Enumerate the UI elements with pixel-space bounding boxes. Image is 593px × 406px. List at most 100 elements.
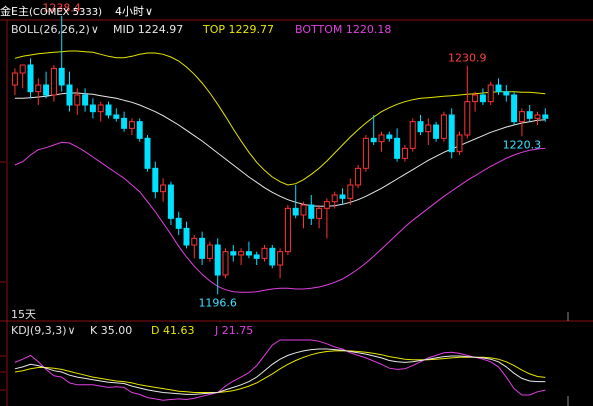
candle xyxy=(183,221,190,249)
candle-body xyxy=(401,147,408,159)
candle-body xyxy=(214,244,221,276)
candle xyxy=(82,88,89,112)
candle xyxy=(58,15,65,92)
candle xyxy=(152,161,159,199)
boll-bottom-value: BOTTOM 1220.18 xyxy=(295,23,392,36)
candle-body xyxy=(300,204,307,216)
candle xyxy=(284,205,291,255)
candle xyxy=(300,201,307,229)
high-price-label: 1230.9 xyxy=(448,52,487,65)
candle-body xyxy=(253,254,260,259)
candle xyxy=(479,88,486,105)
candle xyxy=(144,135,151,172)
boll-top-value: TOP 1229.77 xyxy=(203,23,274,36)
candle xyxy=(448,108,455,159)
candle xyxy=(245,241,252,259)
candle xyxy=(370,115,377,145)
candle xyxy=(323,198,330,239)
candle-body xyxy=(433,124,440,139)
candle-body xyxy=(308,204,315,219)
chevron-down-icon: ∨ xyxy=(145,5,154,18)
candle xyxy=(206,241,213,262)
chevron-down-icon: ∨ xyxy=(90,23,99,36)
candle xyxy=(230,245,237,262)
candle xyxy=(222,248,229,279)
candle xyxy=(128,118,135,135)
candle-body xyxy=(495,84,502,93)
candle-body xyxy=(89,104,96,113)
candle-body xyxy=(167,184,174,219)
candlestick-series xyxy=(11,15,549,295)
candle xyxy=(214,238,221,295)
candle-body xyxy=(261,247,268,259)
candle xyxy=(495,78,502,95)
candle xyxy=(518,108,525,137)
candle xyxy=(113,108,120,122)
candle xyxy=(191,235,198,259)
candle xyxy=(401,145,408,162)
candle-body xyxy=(152,167,159,193)
high-price-label: 1238.4 xyxy=(42,2,81,15)
candle-body xyxy=(277,251,284,266)
candle-body xyxy=(105,104,112,116)
candle xyxy=(526,105,533,122)
candle xyxy=(394,128,401,162)
candle-body xyxy=(160,184,167,193)
candle xyxy=(105,101,112,119)
chart-frame xyxy=(0,19,593,406)
candle xyxy=(292,185,299,219)
candle-body xyxy=(245,251,252,256)
candle-body xyxy=(292,207,299,216)
low-price-label: 1196.6 xyxy=(198,296,237,309)
candle xyxy=(347,178,354,205)
candle-body xyxy=(464,101,471,136)
candle-body xyxy=(394,137,401,159)
timeframe-selector[interactable]: 4小时∨ xyxy=(115,3,153,19)
kdj-d-value: D 41.63 xyxy=(151,324,195,337)
candle xyxy=(417,115,424,135)
candle xyxy=(199,231,206,265)
period-label: 15天 xyxy=(11,308,36,321)
candle xyxy=(277,248,284,279)
candle-body xyxy=(128,121,135,129)
boll-indicator-selector[interactable]: BOLL(26,26,2)∨ xyxy=(11,23,99,36)
candle-body xyxy=(136,121,143,139)
candle-body xyxy=(526,111,533,119)
instrument-header: 金E主(COMEX 5333) xyxy=(0,3,102,19)
candle-body xyxy=(66,84,73,106)
candle-body xyxy=(417,121,424,133)
candle-body xyxy=(542,114,549,119)
boll-mid-value: MID 1224.97 xyxy=(113,23,184,36)
candle-body xyxy=(362,137,369,169)
candle-body xyxy=(425,124,432,133)
candle-body xyxy=(511,94,518,123)
candle-body xyxy=(199,237,206,259)
candle-body xyxy=(238,251,245,256)
candle xyxy=(27,58,34,99)
candle xyxy=(19,64,26,89)
candle xyxy=(542,108,549,122)
kdj-indicator-selector[interactable]: KDJ(9,3,3)∨ xyxy=(11,324,76,337)
candle xyxy=(89,98,96,119)
candle-body xyxy=(472,94,479,103)
candle-body xyxy=(206,244,213,259)
kdj-d-line xyxy=(14,350,546,393)
candle-body xyxy=(386,134,393,139)
candle xyxy=(50,65,57,102)
candle-body xyxy=(222,251,229,276)
candle-body xyxy=(456,134,463,153)
candle xyxy=(456,131,463,155)
candle xyxy=(261,245,268,262)
timeframe-label: 4小时 xyxy=(115,5,144,18)
candle-body xyxy=(35,84,42,93)
candle-body xyxy=(230,251,237,256)
kdj-k-line xyxy=(14,348,546,395)
kdj-j-value: J 21.75 xyxy=(215,324,254,337)
candle xyxy=(167,181,174,225)
candle xyxy=(175,211,182,235)
candle-body xyxy=(175,217,182,229)
candle xyxy=(487,81,494,105)
candle xyxy=(331,191,338,209)
candle xyxy=(253,251,260,265)
